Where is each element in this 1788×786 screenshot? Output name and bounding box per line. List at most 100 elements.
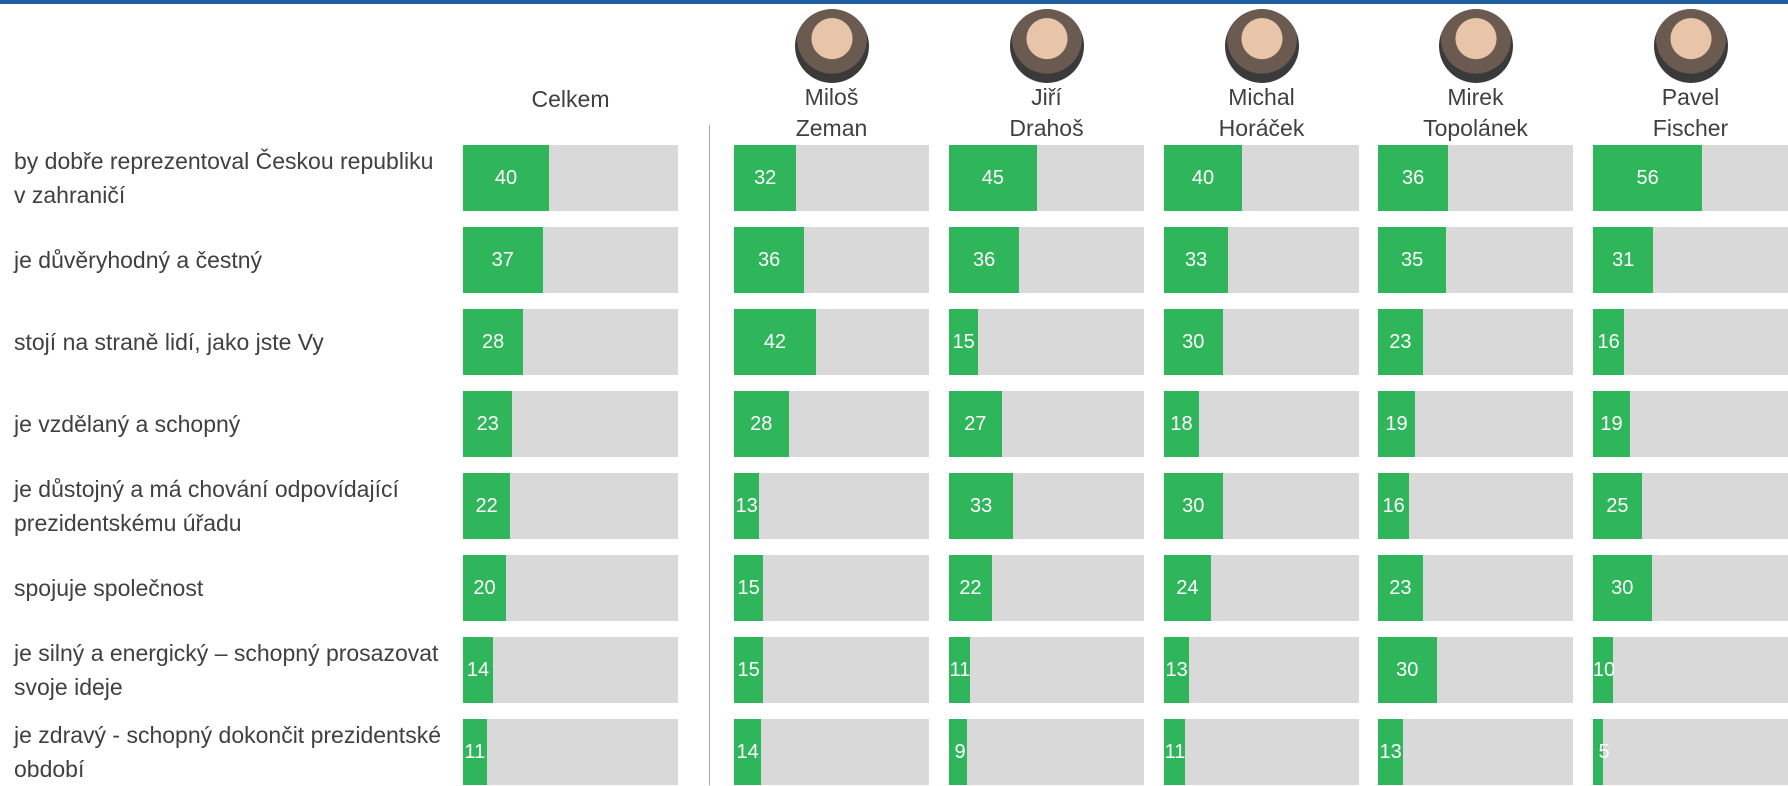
bar [1378,719,1404,785]
bar [1378,473,1410,539]
value-label: 28 [481,331,505,353]
value-label: 14 [466,659,490,681]
bar-track: 23 [463,391,678,457]
bar-track: 18 [1164,391,1359,457]
bar-track: 16 [1593,309,1788,375]
value-label: 16 [1382,495,1405,517]
value-label: 40 [494,167,518,189]
bar [1593,309,1625,375]
value-label: 5 [1598,741,1610,763]
bar [949,473,1014,539]
bar [1593,555,1652,621]
bar [1164,227,1229,293]
bar-track: 14 [463,637,678,703]
bar-track: 35 [1378,227,1573,293]
bar-track: 36 [1378,145,1573,211]
value-label: 35 [1401,249,1424,271]
value-label: 15 [737,659,760,681]
bar [734,555,764,621]
value-label: 32 [754,167,777,189]
bar-track: 9 [949,719,1144,785]
candidate-photo [1438,9,1513,83]
row-label: je důvěryhodný a čestný [14,247,263,273]
bar-track: 19 [1593,391,1788,457]
bar-track: 23 [1378,309,1573,375]
column-header: Celkem [531,86,610,112]
bar [463,473,511,539]
bar [1164,719,1186,785]
bar [1593,145,1703,211]
bar-track: 25 [1593,473,1788,539]
bar-track: 42 [734,309,929,375]
bar [1593,637,1613,703]
value-label: 22 [475,495,498,517]
bar [463,227,543,293]
bar [734,473,760,539]
bar-track: 45 [949,145,1144,211]
value-label: 33 [970,495,993,517]
value-label: 23 [1389,331,1412,353]
bar [463,555,506,621]
bar-track: 36 [734,227,929,293]
bar [1593,473,1642,539]
bar-track: 19 [1378,391,1573,457]
bar [949,145,1037,211]
bar-track: 13 [1164,637,1359,703]
value-label: 27 [964,413,987,435]
bar-track: 24 [1164,555,1359,621]
candidate-photo [1224,9,1299,83]
value-label: 11 [464,741,486,763]
value-label: 20 [473,577,496,599]
bar-track: 15 [734,637,929,703]
bar-track: 33 [949,473,1144,539]
value-label: 14 [736,741,759,763]
value-label: 30 [1182,495,1205,517]
value-label: 15 [952,331,975,353]
bar-track: 30 [1164,473,1359,539]
row-label: je důstojný a má chování odpovídající pr… [14,476,399,536]
value-label: 42 [763,331,787,353]
bar-track: 56 [1593,145,1788,211]
bar [1378,637,1437,703]
candidate-photo [794,9,869,83]
value-label: 36 [1401,167,1425,189]
bar [1164,473,1223,539]
bar-track: 16 [1378,473,1573,539]
value-label: 30 [1611,577,1634,599]
value-label: 13 [1379,741,1402,763]
value-label: 45 [981,167,1004,189]
row-label: je zdravý - schopný dokončit prezidentsk… [14,722,441,782]
bar [1164,391,1200,457]
value-label: 30 [1396,659,1419,681]
bar [463,145,549,211]
bar-track: 15 [949,309,1144,375]
bar-track: 14 [734,719,929,785]
bar [734,719,762,785]
bar [1378,555,1423,621]
bar-track: 40 [463,145,678,211]
value-label: 28 [750,413,773,435]
column-header: Pavel Fischer [1652,84,1729,141]
bar-track: 33 [1164,227,1359,293]
bar [734,637,764,703]
bar [949,555,992,621]
column-header: Michal Horáček [1218,84,1305,141]
bar-track: 5 [1593,719,1788,785]
bar-track: 22 [463,473,678,539]
bar [463,391,513,457]
row-label: stojí na straně lidí, jako jste Vy [14,329,324,355]
bar-track: 10 [1593,637,1788,703]
bar-track: 37 [463,227,678,293]
value-label: 13 [1165,659,1188,681]
value-label: 9 [954,741,966,763]
candidate-photo [1009,9,1084,83]
value-label: 25 [1606,495,1629,517]
bar-track: 22 [949,555,1144,621]
bar-track: 36 [949,227,1144,293]
bar [1593,227,1654,293]
row-label: je silný a energický – schopný prosazova… [14,640,439,700]
value-label: 40 [1191,167,1215,189]
bar [949,637,971,703]
bar-track: 15 [734,555,929,621]
